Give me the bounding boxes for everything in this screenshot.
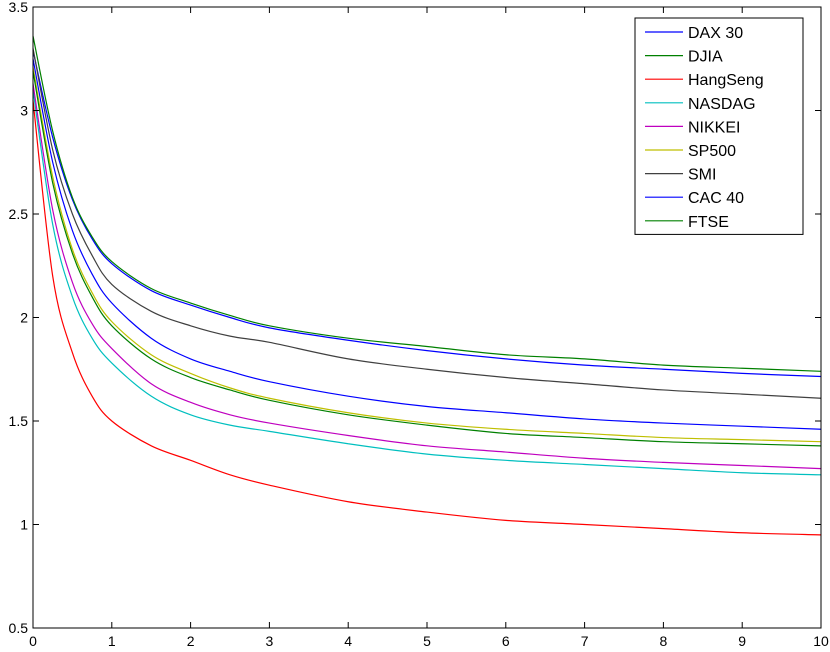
legend-label: NIKKEI (688, 119, 740, 136)
y-tick-label: 0.5 (9, 620, 29, 636)
y-tick-label: 3.5 (9, 0, 29, 15)
series-line-nasdag (32, 89, 822, 476)
y-tick-label: 2.5 (9, 206, 29, 222)
legend-label: CAC 40 (688, 190, 744, 207)
legend-label: SP500 (688, 143, 736, 160)
x-tick-label: 0 (29, 633, 37, 649)
x-tick-label: 10 (813, 633, 829, 649)
series-line-nikkei (32, 83, 822, 470)
series-line-sp500 (32, 66, 822, 443)
series-layer (32, 35, 822, 536)
x-tick-label: 2 (187, 633, 195, 649)
series-line-dax-30 (32, 50, 822, 378)
legend-label: FTSE (688, 214, 729, 231)
y-tick-label: 2 (20, 310, 28, 326)
x-tick-label: 7 (581, 633, 589, 649)
y-tick-label: 3 (20, 103, 28, 119)
x-tick-label: 6 (502, 633, 510, 649)
legend-label: NASDAG (688, 96, 756, 113)
y-tick-label: 1 (20, 517, 28, 533)
x-tick-label: 3 (266, 633, 274, 649)
y-tick-label: 1.5 (9, 413, 29, 429)
legend-label: DAX 30 (688, 25, 743, 42)
legend: DAX 30 DJIA HangSeng NASDAG NIKKEI SP500 SMI CA… (634, 17, 804, 235)
series-line-djia (32, 35, 822, 372)
x-tick-label: 1 (108, 633, 116, 649)
x-tick-label: 4 (344, 633, 352, 649)
x-tick-label: 8 (660, 633, 668, 649)
series-line-ftse (32, 71, 822, 447)
x-tick-label: 9 (738, 633, 746, 649)
x-tick-label: 5 (423, 633, 431, 649)
series-line-cac-40 (32, 58, 822, 430)
axis-ticks: 0 1 2 3 4 5 6 7 8 9 10 0.5 1 1.5 2 2.5 3 3.5 (9, 0, 829, 649)
legend-label: HangSeng (688, 72, 764, 89)
legend-label: SMI (688, 167, 716, 184)
series-line-hangseng (32, 100, 822, 536)
legend-label: DJIA (688, 49, 723, 66)
series-line-smi (32, 48, 822, 399)
